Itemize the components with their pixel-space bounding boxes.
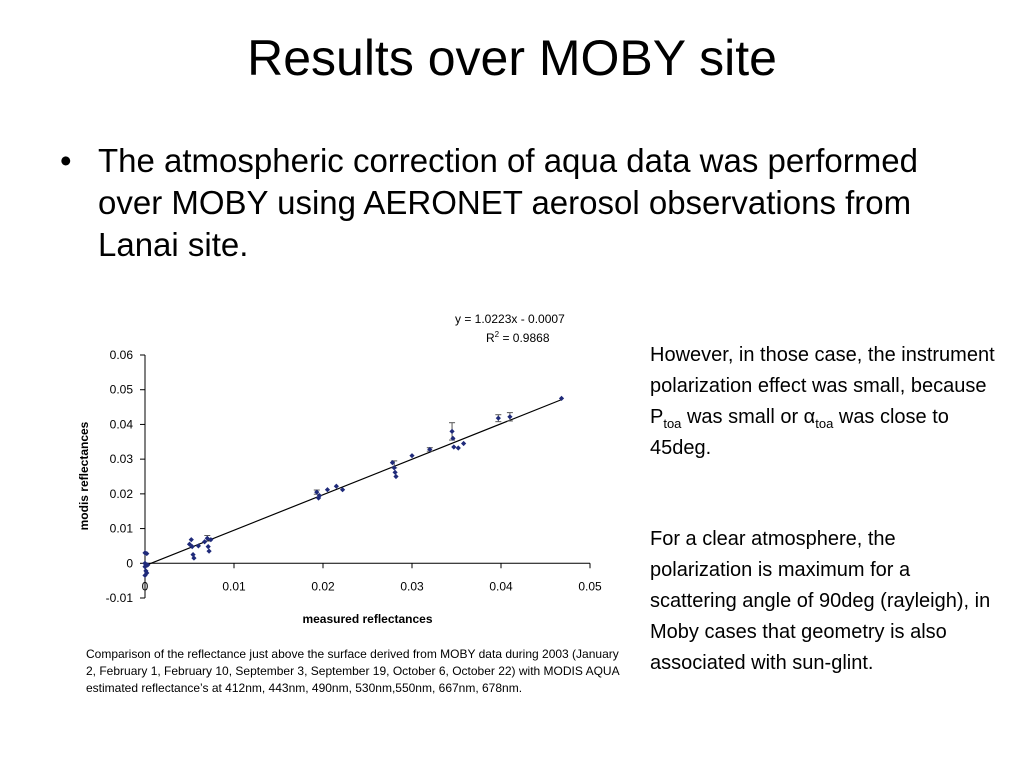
y-tick-label: 0.06 bbox=[110, 348, 134, 362]
data-point bbox=[142, 560, 148, 566]
data-point bbox=[324, 487, 331, 493]
side-subscript-toa-1: toa bbox=[663, 416, 682, 431]
figure-caption: Comparison of the reflectance just above… bbox=[86, 647, 619, 695]
x-tick-label: 0.04 bbox=[489, 579, 513, 593]
data-point bbox=[393, 473, 399, 480]
r-squared-superscript: 2 bbox=[494, 330, 500, 339]
data-point bbox=[495, 415, 501, 421]
side-text-part3: was close to 45deg. bbox=[650, 406, 949, 459]
data-point bbox=[142, 564, 148, 570]
slide-title: Results over MOBY site bbox=[247, 30, 777, 86]
data-point bbox=[206, 548, 212, 554]
y-tick-label: 0.03 bbox=[110, 452, 134, 466]
x-tick-label: 0.01 bbox=[222, 579, 246, 593]
data-point bbox=[449, 428, 455, 434]
data-point bbox=[451, 444, 457, 450]
x-tick-label: 0.02 bbox=[311, 579, 335, 593]
data-point bbox=[427, 446, 433, 453]
y-tick-label: -0.01 bbox=[106, 591, 134, 605]
trendline-equation: y = 1.0223x - 0.0007 bbox=[455, 312, 565, 326]
x-tick-label: 0 bbox=[142, 579, 149, 593]
bullet-marker: • bbox=[60, 142, 72, 179]
data-point bbox=[208, 537, 214, 543]
alpha-symbol: α bbox=[803, 406, 816, 428]
side-subscript-toa-2: toa bbox=[815, 416, 834, 431]
data-point bbox=[142, 572, 148, 579]
y-tick-label: 0.04 bbox=[110, 417, 134, 431]
data-point bbox=[191, 555, 197, 561]
y-tick-label: 0.02 bbox=[110, 487, 134, 501]
x-axis-title: measured reflectances bbox=[302, 612, 432, 626]
y-tick-label: 0.05 bbox=[110, 383, 134, 397]
trendline bbox=[144, 399, 562, 567]
r-squared-symbol: R bbox=[486, 331, 495, 345]
side-text-part2: was small or bbox=[681, 406, 804, 428]
data-point bbox=[205, 544, 211, 550]
data-point bbox=[145, 562, 151, 568]
data-point bbox=[507, 414, 513, 420]
data-point bbox=[392, 469, 398, 475]
data-point bbox=[455, 445, 461, 451]
x-tick-label: 0.03 bbox=[400, 579, 424, 593]
y-tick-label: 0 bbox=[126, 556, 133, 570]
data-point bbox=[188, 537, 194, 543]
data-point bbox=[461, 440, 467, 447]
r-squared-value: = 0.9868 bbox=[499, 331, 550, 345]
bullet-point: • The atmospheric correction of aqua dat… bbox=[60, 140, 960, 266]
y-axis-title: modis reflectances bbox=[77, 421, 91, 530]
side-paragraph-clear-atmosphere: For a clear atmosphere, the polarization… bbox=[650, 528, 991, 674]
data-point bbox=[144, 570, 150, 576]
data-point bbox=[189, 544, 195, 550]
data-point bbox=[409, 453, 415, 459]
bullet-text: The atmospheric correction of aqua data … bbox=[98, 142, 918, 263]
x-tick-label: 0.05 bbox=[578, 579, 602, 593]
r-squared-label: R2 = 0.9868 bbox=[486, 330, 550, 346]
scatter-chart: -0.01 0 0.01 0.02 0.03 0.04 0.05 0.06 0 0.01 0.02 0… bbox=[77, 348, 602, 626]
data-point bbox=[333, 483, 339, 489]
y-tick-label: 0.01 bbox=[110, 522, 134, 536]
side-paragraph-polarization: However, in those case, the instrument p… bbox=[650, 340, 995, 464]
side-text-part1: However, in those case, the instrument p… bbox=[650, 344, 995, 428]
